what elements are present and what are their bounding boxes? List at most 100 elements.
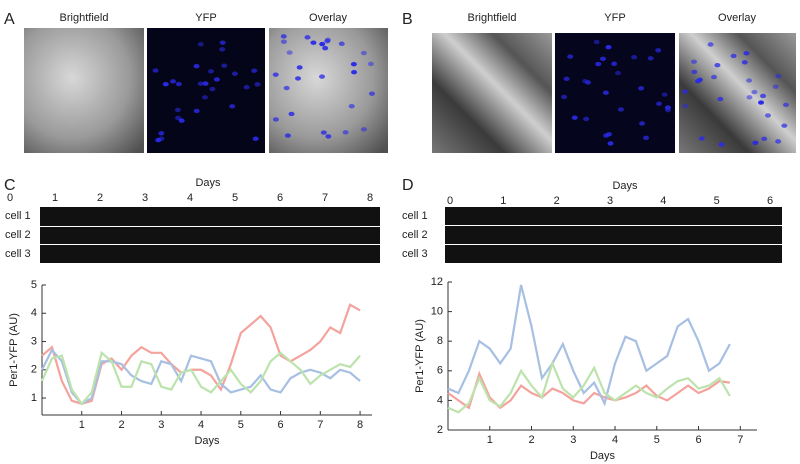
nucleus — [296, 65, 303, 70]
strip-c — [40, 207, 380, 263]
nucleus — [219, 47, 226, 52]
nucleus — [351, 69, 358, 75]
nucleus — [280, 39, 287, 44]
nucleus — [664, 107, 671, 113]
y-axis-label: Per1-YFP (AU) — [414, 319, 426, 393]
nucleus — [772, 84, 779, 89]
nucleus — [647, 56, 654, 61]
nucleus — [595, 61, 602, 67]
nucleus — [583, 116, 590, 122]
nucleus — [707, 42, 714, 47]
nucleus — [717, 96, 724, 102]
nucleus — [286, 50, 293, 55]
cell-label: cell 3 — [402, 248, 428, 260]
x-tick-label: 2 — [118, 419, 124, 431]
nucleus — [304, 35, 311, 40]
nucleus — [319, 74, 326, 79]
nucleus — [730, 53, 737, 59]
nucleus — [174, 107, 181, 113]
nucleus — [350, 61, 357, 67]
nucleus — [251, 68, 258, 73]
x-tick-label: 7 — [317, 419, 323, 431]
nucleus — [611, 61, 618, 67]
x-tick-label: 6 — [695, 434, 701, 446]
nucleus — [322, 45, 329, 51]
strip-title: Days — [612, 180, 638, 192]
x-tick-label: 5 — [654, 434, 660, 446]
series-line — [40, 350, 361, 406]
strip-day: 0 — [447, 195, 453, 207]
strip-day: 6 — [277, 192, 283, 204]
nucleus — [782, 102, 789, 107]
strip-day: 1 — [500, 195, 506, 207]
nucleus — [368, 91, 375, 96]
strip-day: 3 — [142, 192, 148, 204]
nucleus — [175, 81, 182, 87]
y-tick-label: 5 — [31, 279, 37, 291]
y-tick-label: 6 — [437, 365, 443, 377]
nucleus — [643, 135, 650, 140]
x-tick-label: 2 — [528, 434, 534, 446]
nucleus — [272, 117, 279, 122]
cell-label: cell 1 — [402, 210, 428, 222]
nucleus — [201, 95, 208, 100]
nucleus — [631, 55, 638, 60]
nucleus — [252, 136, 259, 141]
image-title: YFP — [604, 12, 625, 24]
nucleus — [367, 61, 374, 67]
x-axis-label: Days — [194, 435, 220, 447]
nucleus — [638, 86, 645, 91]
nucleus — [656, 101, 663, 106]
nucleus — [158, 131, 165, 136]
nucleus — [229, 104, 236, 109]
strip-day: 7 — [322, 192, 328, 204]
panel-label: B — [402, 11, 413, 28]
nucleus — [746, 78, 753, 83]
nucleus — [360, 50, 367, 56]
strip-day: 0 — [7, 192, 13, 204]
cell-label: cell 2 — [5, 229, 31, 241]
nucleus — [197, 81, 204, 86]
nucleus — [607, 141, 614, 146]
nucleus — [691, 59, 698, 64]
nucleus — [775, 139, 782, 144]
nucleus — [213, 77, 220, 82]
nucleus — [761, 136, 768, 142]
image-title: Brightfield — [60, 12, 109, 24]
series-line — [447, 360, 731, 414]
nucleus — [775, 74, 782, 79]
nucleus — [614, 70, 621, 76]
nucleus — [272, 72, 279, 77]
nucleus — [714, 63, 721, 68]
nucleus — [593, 39, 600, 45]
nucleus — [718, 142, 725, 147]
nucleus — [193, 63, 200, 69]
image-title: Overlay — [309, 12, 347, 24]
nucleus — [741, 60, 748, 65]
cell-label: cell 3 — [5, 248, 31, 260]
nucleus — [360, 127, 367, 132]
nucleus — [682, 103, 689, 109]
image-title: Brightfield — [468, 12, 517, 24]
strip-d — [445, 207, 782, 263]
nucleus — [710, 74, 717, 80]
x-tick-label: 6 — [277, 419, 283, 431]
strip-day: 4 — [660, 195, 666, 207]
nucleus — [280, 34, 287, 39]
x-tick-label: 7 — [737, 434, 743, 446]
nucleus — [319, 41, 326, 47]
nucleus — [310, 40, 317, 45]
x-tick-label: 4 — [198, 419, 204, 431]
nucleus — [152, 68, 159, 73]
nucleus — [295, 76, 302, 81]
nucleus — [602, 90, 609, 95]
nucleus — [760, 93, 767, 99]
y-tick-label: 2 — [437, 424, 443, 436]
series-line — [41, 348, 361, 406]
x-axis-label: Days — [590, 450, 616, 462]
micrographs-a — [24, 28, 388, 153]
y-tick-label: 10 — [431, 306, 443, 318]
cell-label: cell 1 — [5, 210, 31, 222]
nucleus — [320, 130, 327, 135]
nucleus — [178, 118, 185, 123]
